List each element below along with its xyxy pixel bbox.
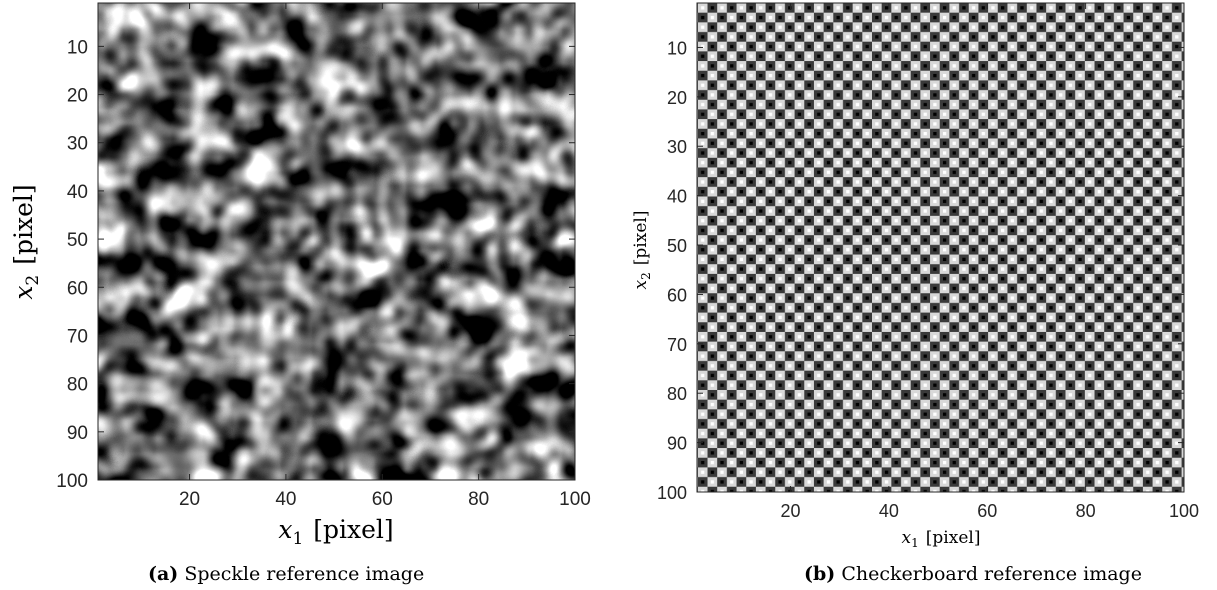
caption-a-text: Speckle reference image [184, 563, 425, 585]
panel-b-ytick-label: 80 [667, 384, 687, 404]
caption-b: (b) Checkerboard reference image [804, 563, 1142, 585]
panel-b-ytick-label: 50 [667, 236, 687, 256]
panel-b-ytick-label: 20 [667, 88, 687, 108]
caption-b-label: (b) [804, 563, 836, 585]
panel-b-ytick-label: 30 [667, 137, 687, 157]
panel-b-xtick-label: 80 [1076, 501, 1096, 521]
panel-b-ylabel: x2[pixel] [631, 211, 653, 290]
panel-a-ytick-label: 80 [67, 375, 88, 396]
panel-a-ytick-label: 90 [67, 423, 88, 444]
panel-b-frame [696, 2, 1185, 493]
caption-b-text: Checkerboard reference image [841, 563, 1142, 585]
panel-a-ytick-label: 10 [67, 37, 88, 58]
panel-b-xtick-label: 100 [1169, 501, 1199, 521]
panel-a-xtick-label: 40 [275, 489, 296, 510]
panel-a-speckle: 20 40 60 80 100 10 20 30 40 50 60 70 80 90 100 x1 [pixe… [9, 2, 591, 549]
caption-a-label: (a) [148, 563, 179, 585]
panel-b-ticks: 20 40 60 80 100 10 20 30 40 50 60 70 80 90 100 [657, 3, 1199, 521]
panel-a-ytick-label: 100 [56, 471, 88, 492]
panel-b-xtick-label: 60 [977, 501, 997, 521]
caption-a: (a) Speckle reference image [148, 563, 424, 585]
panel-b-xlabel: x1 [pixel] [902, 528, 981, 550]
panel-a-frame [97, 2, 576, 481]
panel-b-xtick-label: 40 [879, 501, 899, 521]
panel-a-xtick-label: 60 [372, 489, 393, 510]
panel-b-checkerboard: 20 40 60 80 100 10 20 30 40 50 60 70 80 90 100 x1 [pixe… [631, 2, 1199, 550]
panel-b-ytick-label: 40 [667, 187, 687, 207]
panel-a-ticks: 20 40 60 80 100 10 20 30 40 50 60 70 80 90 100 [56, 3, 591, 510]
panel-b-ytick-label: 70 [667, 335, 687, 355]
panel-b-ytick-label: 100 [657, 483, 687, 503]
panel-b-ytick-label: 90 [667, 434, 687, 454]
panel-a-ylabel: x2[pixel] [9, 184, 43, 299]
panel-a-ytick-label: 70 [67, 326, 88, 347]
panel-a-ytick-label: 60 [67, 278, 88, 299]
panel-a-xlabel: x1 [pixel] [278, 515, 393, 549]
panel-a-ytick-label: 50 [67, 230, 88, 251]
panel-a-ytick-label: 20 [67, 86, 88, 107]
panel-a-ytick-label: 40 [67, 182, 88, 203]
panel-b-image [697, 3, 1184, 492]
panel-b-ytick-label: 10 [667, 38, 687, 58]
panel-a-image [98, 3, 575, 480]
panel-a-ytick-label: 30 [67, 134, 88, 155]
panel-b-xtick-label: 20 [780, 501, 800, 521]
panel-a-xtick-label: 80 [468, 489, 489, 510]
panel-a-xtick-label: 100 [559, 489, 591, 510]
panel-b-ytick-label: 60 [667, 285, 687, 305]
panel-a-xtick-label: 20 [179, 489, 200, 510]
